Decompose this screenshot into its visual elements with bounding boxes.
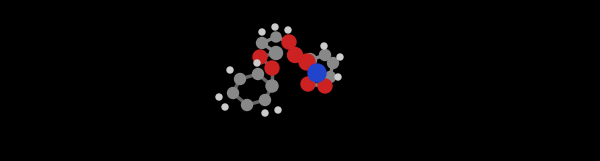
Circle shape: [318, 79, 332, 93]
Circle shape: [328, 57, 338, 68]
Circle shape: [241, 99, 253, 110]
Circle shape: [257, 38, 268, 48]
Circle shape: [266, 80, 277, 91]
Circle shape: [266, 80, 278, 92]
Circle shape: [325, 71, 335, 82]
Circle shape: [275, 107, 281, 113]
Circle shape: [320, 49, 331, 61]
Circle shape: [304, 53, 317, 66]
Circle shape: [260, 95, 271, 105]
Circle shape: [235, 74, 245, 85]
Circle shape: [253, 50, 267, 64]
Circle shape: [265, 61, 279, 75]
Circle shape: [227, 67, 233, 73]
Circle shape: [321, 43, 327, 49]
Circle shape: [216, 94, 222, 100]
Circle shape: [301, 77, 315, 91]
Circle shape: [335, 74, 341, 80]
Circle shape: [285, 27, 291, 33]
Circle shape: [254, 60, 260, 66]
Circle shape: [262, 110, 268, 116]
Circle shape: [287, 47, 302, 62]
Circle shape: [282, 35, 296, 49]
Circle shape: [272, 24, 278, 30]
Circle shape: [299, 54, 315, 70]
Circle shape: [227, 87, 239, 99]
Circle shape: [308, 64, 326, 82]
Circle shape: [271, 32, 281, 42]
Circle shape: [259, 29, 265, 35]
Circle shape: [253, 68, 263, 80]
Circle shape: [337, 54, 343, 60]
Circle shape: [222, 104, 228, 110]
Circle shape: [269, 47, 283, 60]
